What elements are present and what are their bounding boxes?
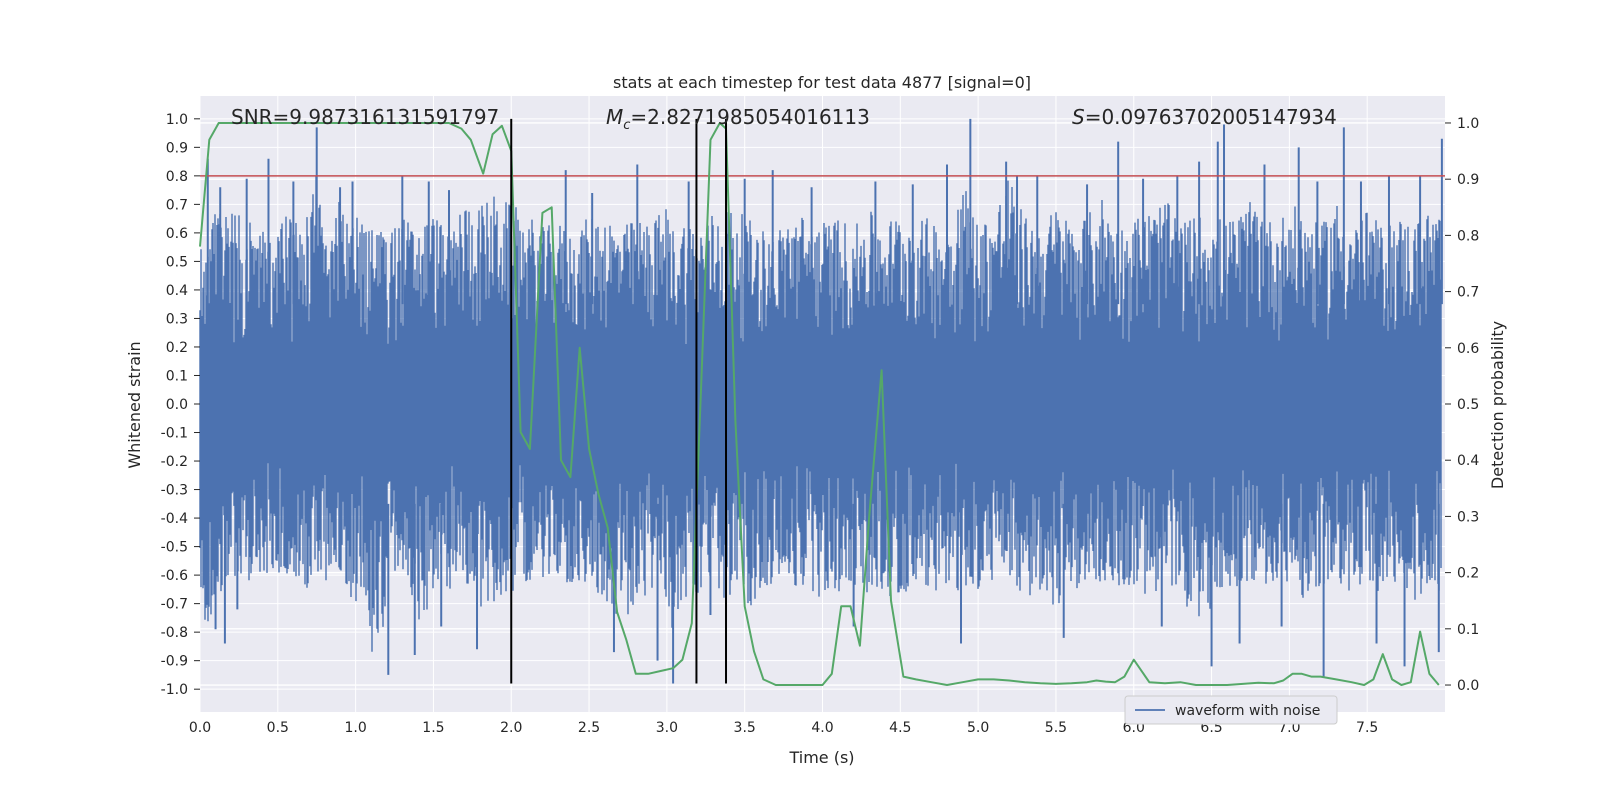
y-tick-label: -0.5 — [161, 540, 188, 556]
y2-tick-label: 0.3 — [1457, 509, 1479, 525]
y-tick-label: -0.1 — [161, 426, 188, 442]
s-value: =0.09763702005147934 — [1085, 105, 1337, 129]
y-tick-label: 0.1 — [166, 368, 188, 384]
x-tick-label: 5.0 — [967, 720, 989, 736]
s-symbol: S — [1072, 105, 1085, 129]
y2-tick-label: 0.9 — [1457, 172, 1479, 188]
y-tick-label: 0.2 — [166, 340, 188, 356]
x-tick-label: 7.5 — [1356, 720, 1378, 736]
marker-lines — [510, 118, 728, 684]
y-tick-label: -0.6 — [161, 568, 188, 584]
y-ticks: 1.0 0.9 0.8 0.7 0.6 0.5 0.4 0.3 0.2 0.1 0.0 -0.1 -0.… — [161, 112, 200, 698]
s-annotation: S=0.09763702005147934 — [1072, 105, 1337, 129]
y-axis-label: Whitened strain — [125, 341, 144, 468]
y-tick-label: -0.9 — [161, 654, 188, 670]
x-tick-label: 1.5 — [422, 720, 444, 736]
y2-tick-label: 0.2 — [1457, 566, 1479, 582]
y-tick-label: -0.7 — [161, 597, 188, 613]
x-tick-label: 4.0 — [811, 720, 833, 736]
x-tick-label: 0.0 — [189, 720, 211, 736]
y-tick-label: -0.3 — [161, 483, 188, 499]
y2-tick-label: 0.0 — [1457, 678, 1479, 694]
probability-line — [199, 122, 1440, 686]
x-tick-label: 0.5 — [267, 720, 289, 736]
mc-annotation: Mc=2.8271985054016113 — [606, 105, 870, 133]
y-tick-label: -1.0 — [161, 682, 188, 698]
legend-box — [1124, 695, 1338, 725]
y-tick-label: 1.0 — [166, 112, 188, 128]
y-tick-label: 0.5 — [166, 254, 188, 270]
x-tick-label: 2.5 — [578, 720, 600, 736]
y-tick-label: 0.3 — [166, 311, 188, 327]
waveform-noise — [199, 176, 1442, 652]
y2-tick-label: 0.5 — [1457, 397, 1479, 413]
mc-value: =2.8271985054016113 — [630, 105, 869, 129]
y2-ticks: 1.0 0.9 0.8 0.7 0.6 0.5 0.4 0.3 0.2 0.1 0.0 — [1445, 116, 1479, 694]
x-axis-label: Time (s) — [788, 748, 854, 767]
y2-tick-label: 0.6 — [1457, 341, 1479, 357]
mc-symbol: M — [606, 105, 623, 129]
x-tick-label: 4.5 — [889, 720, 911, 736]
y2-tick-label: 0.7 — [1457, 285, 1479, 301]
y2-tick-label: 1.0 — [1457, 116, 1479, 132]
legend: waveform with noise — [1124, 695, 1338, 725]
y2-tick-label: 0.4 — [1457, 453, 1479, 469]
chart-title: stats at each timestep for test data 487… — [613, 73, 1031, 92]
y-tick-label: 0.4 — [166, 283, 188, 299]
y-tick-label: -0.8 — [161, 625, 188, 641]
y2-tick-label: 0.1 — [1457, 622, 1479, 638]
x-tick-label: 2.0 — [500, 720, 522, 736]
y-tick-label: 0.7 — [166, 197, 188, 213]
y-tick-label: 0.8 — [166, 169, 188, 185]
x-tick-label: 1.0 — [344, 720, 366, 736]
y-tick-label: 0.0 — [166, 397, 188, 413]
y-tick-label: 0.9 — [166, 140, 188, 156]
y-tick-label: -0.4 — [161, 511, 188, 527]
probability-series — [199, 122, 1440, 686]
x-tick-label: 3.5 — [734, 720, 756, 736]
mc-subscript: c — [623, 118, 630, 133]
legend-entry-waveform: waveform with noise — [1175, 703, 1320, 719]
y-tick-label: -0.2 — [161, 454, 188, 470]
y2-axis-label: Detection probability — [1488, 321, 1507, 489]
y-tick-label: 0.6 — [166, 226, 188, 242]
snr-annotation: SNR=9.987316131591797 — [231, 105, 499, 129]
x-tick-label: 5.5 — [1045, 720, 1067, 736]
x-tick-label: 3.0 — [656, 720, 678, 736]
y2-tick-label: 0.8 — [1457, 228, 1479, 244]
